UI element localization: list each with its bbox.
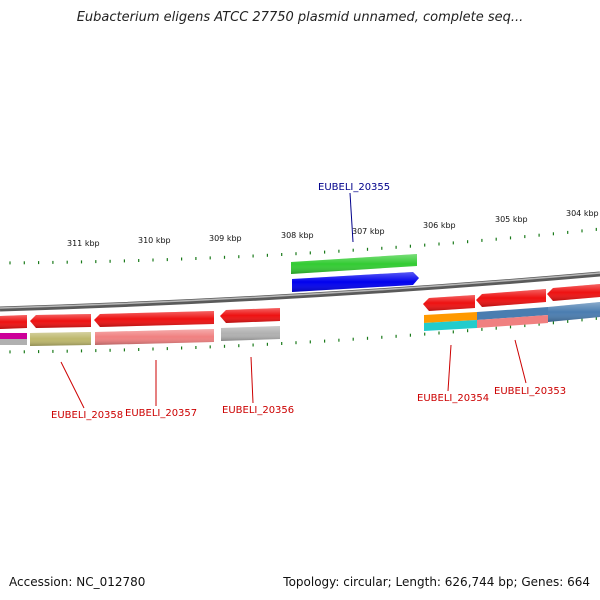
accession-text: Accession: NC_012780 [9, 575, 146, 589]
gene-label-20356[interactable]: EUBELI_20356 [222, 405, 294, 416]
map-title: Eubacterium eligens ATCC 27750 plasmid u… [76, 10, 524, 25]
scale-label-307: 307 kbp [352, 227, 385, 236]
gene-label-20355[interactable]: EUBELI_20355 [318, 182, 390, 193]
gene-label-20354[interactable]: EUBELI_20354 [417, 393, 489, 404]
feature-magenta[interactable] [0, 333, 27, 339]
shade-1 [0, 315, 27, 329]
leader-20353 [514, 339, 527, 384]
gene-label-20353[interactable]: EUBELI_20353 [494, 386, 566, 397]
scale-ruler-bottom [9, 316, 597, 354]
scale-label-308: 308 kbp [281, 231, 314, 240]
feature-orange[interactable] [424, 312, 477, 323]
scale-label-304: 304 kbp [566, 209, 599, 218]
scale-label-309: 309 kbp [209, 234, 242, 243]
shade-8 [30, 332, 91, 346]
label-leaders [60, 192, 527, 409]
backbone [0, 271, 600, 312]
scale-label-310: 310 kbp [138, 236, 171, 245]
feature-steel[interactable] [477, 307, 548, 320]
scale-labels: 311 kbp 310 kbp 309 kbp 308 kbp 307 kbp … [67, 209, 599, 248]
shade-11 [548, 302, 600, 322]
feature-gray-left[interactable] [0, 339, 27, 345]
shade-5 [423, 295, 475, 311]
leader-20354 [447, 344, 452, 392]
scale-label-306: 306 kbp [423, 221, 456, 230]
gene-eubeli-20355-shade [292, 272, 419, 292]
scale-label-305: 305 kbp [495, 215, 528, 224]
feature-pink-right[interactable] [477, 315, 548, 328]
leader-20358 [60, 361, 85, 409]
backbone-highlight [0, 272, 600, 309]
feature-cyan[interactable] [424, 320, 477, 331]
scale-label-311: 311 kbp [67, 239, 100, 248]
shade-10 [221, 326, 280, 341]
topology-summary: Topology: circular; Length: 626,744 bp; … [283, 575, 590, 589]
shade-7 [547, 284, 600, 301]
shade-4 [220, 308, 280, 323]
leader-20355 [349, 192, 354, 243]
reverse-strand-genes [0, 284, 600, 346]
gene-label-20358[interactable]: EUBELI_20358 [51, 410, 123, 421]
shade-6 [476, 289, 546, 307]
gene-green-shade [291, 254, 417, 274]
forward-strand-genes [291, 254, 419, 292]
leader-20356 [250, 356, 254, 404]
gene-labels: EUBELI_20355 EUBELI_20358 EUBELI_20357 E… [51, 182, 566, 421]
gene-label-20357[interactable]: EUBELI_20357 [125, 408, 197, 419]
scale-ruler-top [9, 227, 597, 265]
shade-3 [94, 311, 214, 327]
shade-9 [95, 329, 214, 345]
shade-2 [30, 314, 91, 328]
